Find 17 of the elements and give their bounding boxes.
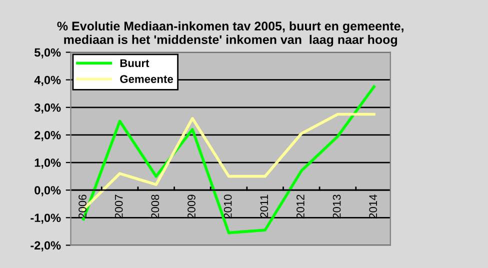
x-tick-label: 2011	[260, 194, 268, 218]
y-tick-label: 0,0%	[34, 186, 61, 196]
y-tick-label: 4,0%	[34, 76, 61, 86]
y-tick-label: 3,0%	[34, 103, 61, 114]
x-tick-label: 2012	[296, 194, 304, 218]
chart-title: % Evolutie Mediaan-inkomen tav 2005, buurt en gemeente, mediaan is het 'middenste' inkomen van laag naar hoog	[57, 21, 404, 47]
x-tick-label: 2010	[224, 194, 232, 218]
legend-label: Gemeente	[120, 75, 173, 83]
x-tick-label: 2009	[188, 194, 196, 218]
y-tick-label: -2,0%	[30, 241, 61, 252]
y-tick-label: -1,0%	[30, 214, 61, 224]
y-tick-label: 1,0%	[34, 158, 61, 169]
y-tick-label: 2,0%	[34, 130, 61, 142]
x-tick-label: 2006	[78, 194, 86, 218]
y-tick-label: 5,0%	[34, 48, 61, 58]
legend-label: Buurt	[120, 59, 150, 68]
x-tick-label: 2007	[114, 194, 123, 218]
